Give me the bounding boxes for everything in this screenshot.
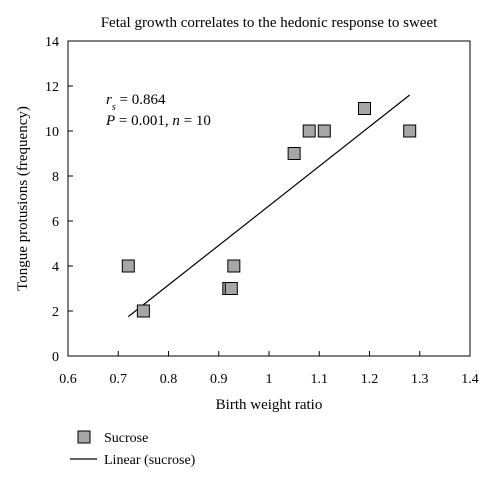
x-tick-label: 0.6 [59,372,77,387]
y-tick-label: 2 [52,305,59,320]
p-symbol: P [105,113,115,129]
n-symbol: n [172,113,180,129]
x-tick-label: 0.8 [160,372,178,387]
data-point-sucrose [403,124,417,138]
chart-title: Fetal growth correlates to the hedonic r… [101,15,438,31]
y-tick-label: 8 [52,170,59,185]
n-value: = 10 [180,113,211,129]
data-point-sucrose [224,282,238,295]
plot-area [67,40,471,357]
trend-line-linear-sucrose [127,94,411,318]
y-tick-label: 0 [52,350,59,365]
legend-label-linear-sucrose: Linear (sucrose) [104,453,196,468]
p-value: = 0.001, [115,113,172,129]
rs-subscript: s [112,102,116,113]
rs-symbol: r [106,92,112,108]
y-axis-ticks: 0 2 4 6 8 10 12 14 [45,35,73,365]
data-point-sucrose [136,304,150,318]
x-axis-title: Birth weight ratio [216,397,323,413]
x-tick-label: 1.1 [311,372,329,387]
x-tick-label: 1.2 [361,372,379,387]
data-point-sucrose [287,147,301,160]
data-point-sucrose [317,124,331,138]
legend: Sucrose Linear (sucrose) [70,430,196,468]
data-point-sucrose [121,259,135,273]
x-tick-label: 0.9 [210,372,228,387]
y-tick-label: 14 [45,35,59,50]
stats-annotation: rs = 0.864 P = 0.001, n = 10 [105,92,211,129]
y-tick-label: 4 [52,260,59,275]
data-point-sucrose [357,102,371,115]
y-tick-label: 6 [52,215,59,230]
sucrose-points [121,102,417,318]
rs-annotation: rs = 0.864 [106,92,166,113]
rs-value: = 0.864 [116,92,166,108]
x-tick-label: 1.4 [461,372,479,387]
y-tick-label: 12 [45,80,59,95]
data-point-sucrose [302,124,316,138]
legend-label-sucrose: Sucrose [104,431,148,446]
y-axis-title: Tongue protusions (frequency) [15,106,31,291]
x-tick-label: 1.3 [411,372,429,387]
x-tick-label: 0.7 [110,372,128,387]
data-point-sucrose [227,259,241,273]
x-axis-ticks: 0.6 0.7 0.8 0.9 1 1.1 1.2 1.3 1.4 [59,351,479,387]
x-tick-label: 1 [266,372,273,387]
y-tick-label: 10 [45,125,59,140]
legend-marker-sucrose [77,430,91,444]
p-n-annotation: P = 0.001, n = 10 [105,113,211,129]
